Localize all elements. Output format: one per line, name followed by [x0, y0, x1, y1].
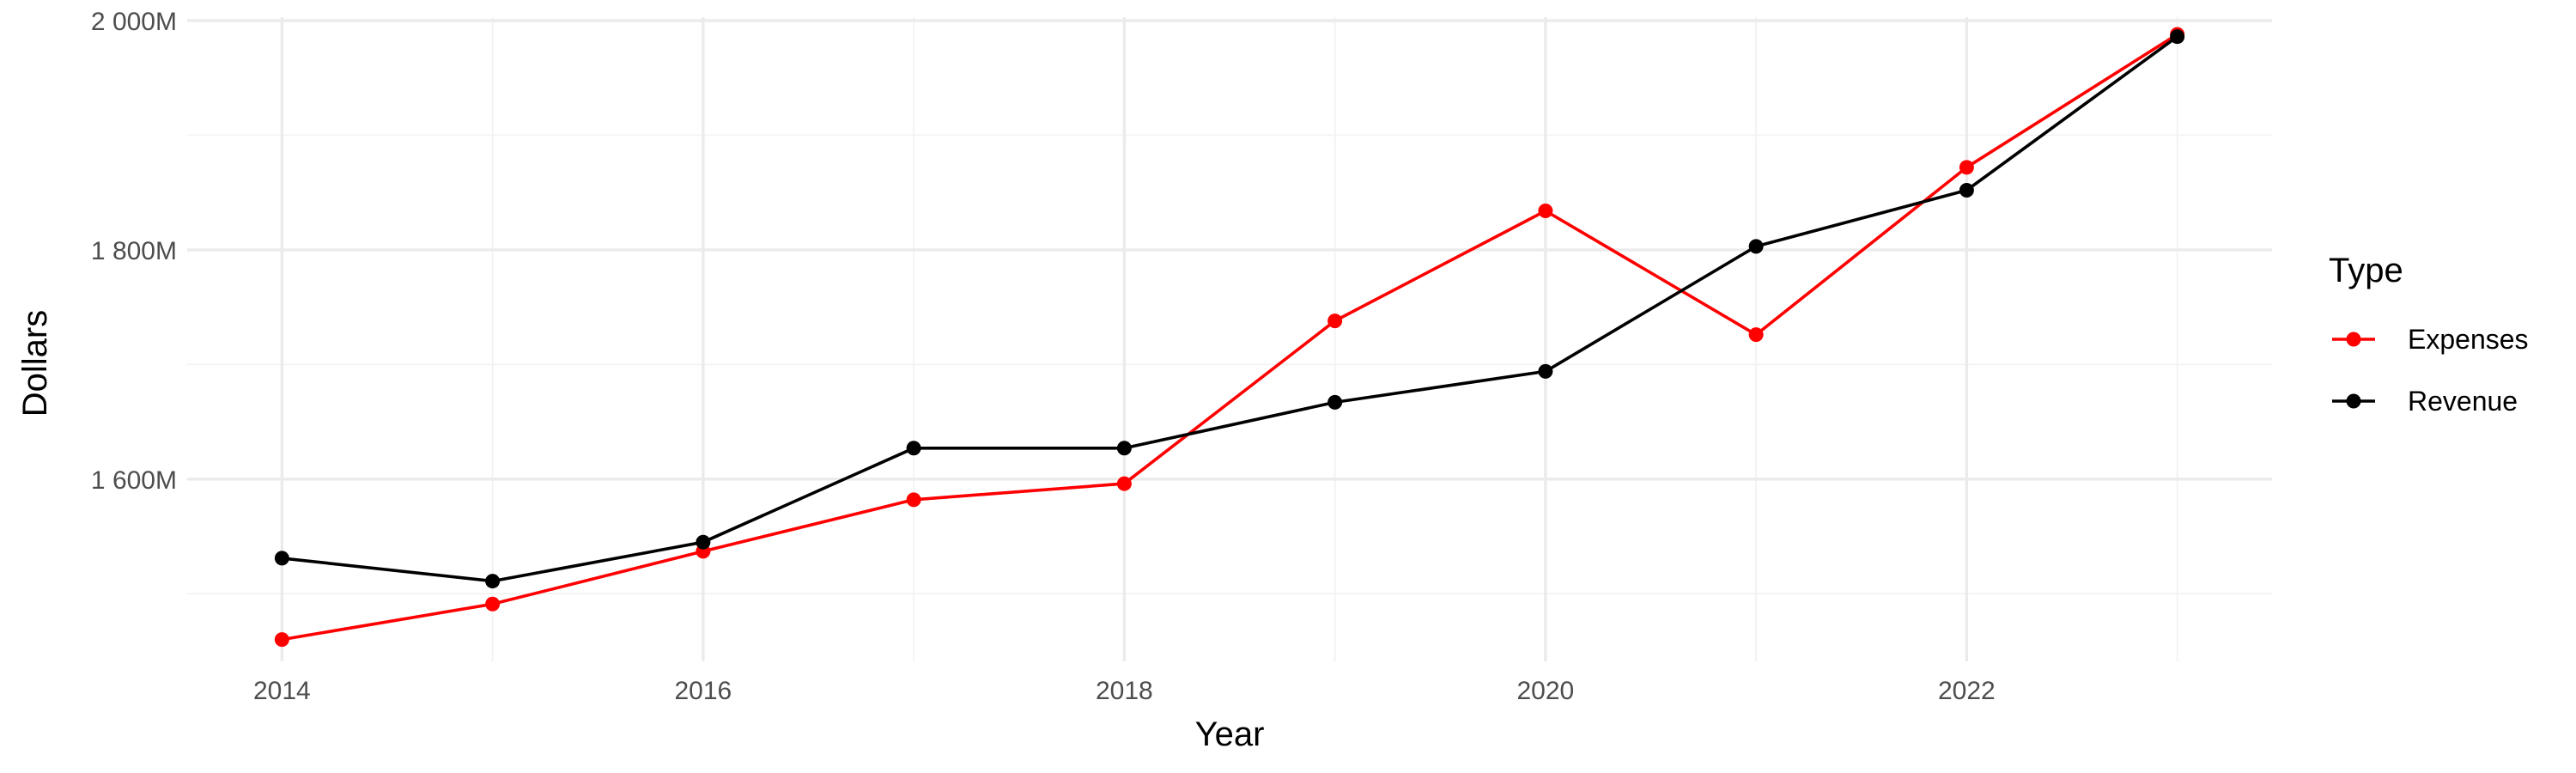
series-line-revenue — [282, 35, 2178, 583]
data-point-revenue — [2170, 29, 2185, 45]
data-point-revenue — [1116, 441, 1132, 456]
data-point-revenue — [1327, 394, 1343, 410]
legend-items: Expenses Revenue — [2332, 324, 2529, 417]
legend-label: Expenses — [2408, 324, 2529, 355]
x-tick-label: 2020 — [1517, 677, 1575, 705]
legend-key-point — [2346, 332, 2361, 347]
x-axis-ticks: 2014 2016 2018 2020 2022 — [253, 677, 1996, 705]
data-point-revenue — [1538, 363, 1553, 379]
data-point-expenses — [1116, 476, 1132, 491]
series-line-expenses — [282, 33, 2178, 642]
legend-title: Type — [2329, 252, 2403, 289]
x-axis-title: Year — [1195, 715, 1265, 753]
data-point-expenses — [274, 632, 289, 648]
data-point-expenses — [906, 492, 921, 508]
minor-grid — [187, 17, 2272, 661]
series-revenue — [274, 29, 2185, 589]
legend-label: Revenue — [2408, 386, 2518, 417]
x-tick-label: 2016 — [674, 677, 732, 705]
y-axis-ticks: 2 000M 1 800M 1 600M — [91, 8, 177, 495]
legend: Type Expenses Revenue — [2329, 252, 2529, 417]
data-point-revenue — [906, 441, 921, 456]
y-tick-label: 2 000M — [91, 8, 177, 36]
x-tick-label: 2018 — [1096, 677, 1153, 705]
major-grid — [187, 17, 2272, 661]
data-point-revenue — [485, 574, 501, 589]
legend-item-expenses: Expenses — [2332, 324, 2529, 355]
data-point-revenue — [274, 551, 289, 566]
series-expenses — [274, 27, 2185, 648]
legend-item-revenue: Revenue — [2332, 386, 2518, 417]
data-point-revenue — [1748, 239, 1764, 254]
data-point-expenses — [1748, 327, 1764, 343]
y-axis-title: Dollars — [16, 310, 54, 417]
x-tick-label: 2014 — [253, 677, 311, 705]
data-point-expenses — [485, 596, 501, 612]
legend-key-point — [2346, 393, 2361, 409]
y-tick-label: 1 600M — [91, 466, 177, 495]
data-point-revenue — [696, 534, 711, 550]
y-tick-label: 1 800M — [91, 237, 177, 265]
series-layer — [274, 27, 2185, 648]
data-point-expenses — [1327, 313, 1343, 329]
data-point-revenue — [1959, 183, 1974, 198]
data-point-expenses — [1959, 160, 1974, 175]
x-tick-label: 2022 — [1938, 677, 1996, 705]
data-point-expenses — [1538, 204, 1553, 219]
